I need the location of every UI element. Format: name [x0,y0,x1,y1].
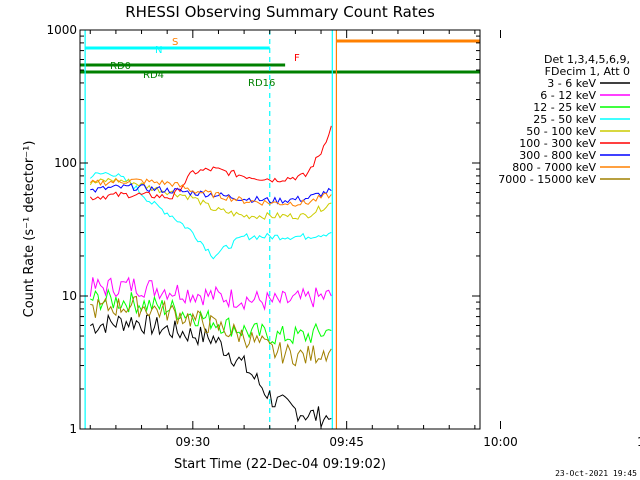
plot-frame [79,29,481,430]
legend: Det 1,3,4,5,6,9,FDecim 1, Att 03 - 6 keV… [498,53,630,186]
y-tick-label: 1 [69,422,77,436]
legend-entry: 800 - 7000 keV [512,161,596,174]
legend-entry: 12 - 25 keV [533,101,596,114]
series-line [90,183,332,205]
flag-label-n: N [155,45,162,56]
flag-label-s: S [172,37,178,48]
y-axis: 1 10 100 1000 [46,23,480,436]
series-line [89,177,332,220]
series-line [89,178,332,207]
chart-title: RHESSI Observing Summary Count Rates [125,3,435,21]
legend-entry: 7000 - 15000 keV [498,173,596,186]
x-tick-label: 10:00 [483,435,518,449]
legend-entry: 100 - 300 keV [519,137,596,150]
legend-entry: 50 - 100 keV [526,125,596,138]
series-line [90,313,332,428]
x-tick-label: 09:45 [329,435,364,449]
legend-entry: 3 - 6 keV [547,77,596,90]
y-tick-label: 10 [62,289,77,303]
timestamp: 23-Oct-2021 19:45 [555,469,637,478]
x-tick-label: 10:15 [637,435,640,449]
legend-entry: 25 - 50 keV [533,113,596,126]
flag-label-rd0: RD0 [110,61,131,72]
series-lines [89,125,332,428]
legend-header: FDecim 1, Att 0 [545,65,630,78]
series-line [90,288,332,345]
flag-label-rd16: RD16 [248,78,275,89]
series-line [90,295,332,367]
x-tick-label: 09:30 [176,435,211,449]
flag-label-f: F [294,53,300,64]
legend-header: Det 1,3,4,5,6,9, [544,53,630,66]
legend-entry: 6 - 12 keV [540,89,596,102]
y-tick-label: 100 [54,156,77,170]
series-line [89,276,332,312]
flag-label-rd4: RD4 [143,70,164,81]
x-axis-label: Start Time (22-Dec-04 09:19:02) [174,457,386,472]
flag-bars: NS F RD0 RD4 RD16 [80,37,480,89]
legend-entry: 300 - 800 keV [519,149,596,162]
y-tick-label: 1000 [46,23,77,37]
y-axis-label: Count Rate (s⁻¹ detector⁻¹) [22,141,37,318]
vertical-markers [84,30,338,429]
series-line [89,125,332,201]
